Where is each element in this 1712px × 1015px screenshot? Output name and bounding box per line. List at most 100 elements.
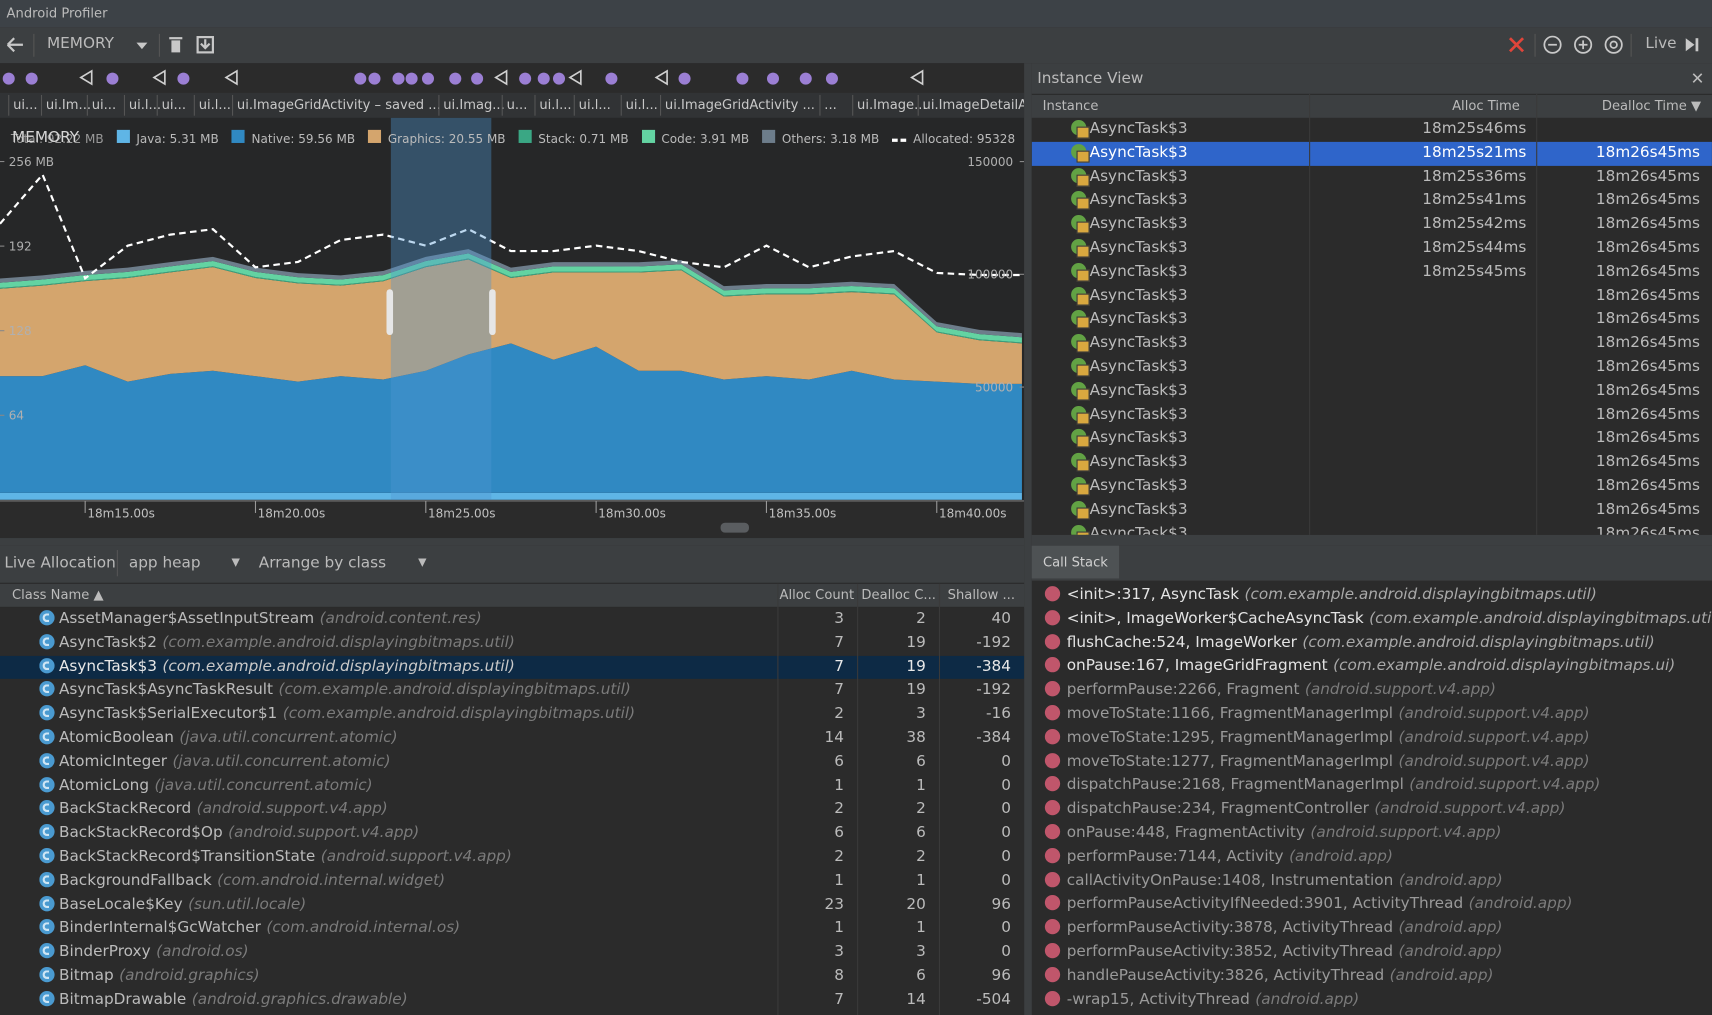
class-row[interactable]: BinderInternal$GcWatcher (com.android.int… [0, 917, 1024, 941]
column-header[interactable]: Dealloc C... [861, 587, 936, 603]
stack-frame[interactable]: performPauseActivityIfNeeded:3901, Activ… [1044, 893, 1712, 917]
go-live-button[interactable] [1685, 38, 1699, 52]
heap-dropdown[interactable]: app heap [128, 554, 201, 572]
stack-frame[interactable]: dispatchPause:234, FragmentController (an… [1044, 798, 1712, 822]
class-row[interactable]: BackStackRecord$TransitionState (android.… [0, 846, 1024, 870]
instance-name: AsyncTask$3 [1089, 357, 1188, 376]
instance-row[interactable]: AsyncTask$3 18m25s36ms 18m26s45ms [1032, 165, 1712, 189]
scrollbar-thumb[interactable] [720, 522, 749, 533]
class-row[interactable]: BackStackRecord (android.support.v4.app) 2… [0, 798, 1024, 822]
close-button[interactable]: ✕ [1690, 68, 1705, 89]
x-tick-label: 18m30.00s [598, 506, 666, 520]
event-marker [494, 69, 508, 86]
instance-row[interactable]: AsyncTask$3 18m25s41ms 18m26s45ms [1032, 189, 1712, 213]
instance-row[interactable]: AsyncTask$3 18m26s45ms [1032, 403, 1712, 427]
count-cell: 1 [916, 776, 926, 795]
back-button[interactable] [6, 37, 23, 53]
class-row[interactable]: BitmapDrawable (android.graphics.drawable… [0, 989, 1024, 1013]
instance-row[interactable]: AsyncTask$3 18m26s45ms [1032, 332, 1712, 356]
column-header[interactable]: Dealloc Time ▼ [1601, 98, 1702, 114]
splitter[interactable] [1031, 534, 1712, 546]
count-cell: 96 [991, 966, 1012, 985]
instance-name: AsyncTask$3 [1089, 167, 1188, 186]
time-cell: 18m25s36ms [1422, 167, 1527, 186]
selection-handle[interactable] [386, 289, 394, 336]
class-row[interactable]: BackStackRecord$Op (android.support.v4.ap… [0, 822, 1024, 846]
arrange-dropdown[interactable]: Arrange by class [258, 554, 387, 572]
selection-range[interactable] [390, 117, 492, 503]
class-row[interactable]: AsyncTask$2 (com.example.android.displayi… [0, 632, 1024, 656]
column-header[interactable]: Class Name ▲ [12, 587, 104, 603]
instance-row[interactable]: AsyncTask$3 18m25s21ms 18m26s45ms [1031, 141, 1712, 166]
instance-row[interactable]: AsyncTask$3 18m26s45ms [1032, 356, 1712, 380]
class-row[interactable]: AsyncTask$3 (com.example.android.displayi… [0, 655, 1025, 680]
stack-frame[interactable]: dispatchPause:2168, FragmentManagerImpl (… [1044, 774, 1712, 798]
column-header[interactable]: Alloc Time [1452, 98, 1520, 114]
class-row[interactable]: AtomicBoolean (java.util.concurrent.atomi… [0, 727, 1024, 751]
class-row[interactable]: AsyncTask$SerialExecutor$1 (com.example.a… [0, 703, 1024, 727]
live-label[interactable]: Live [1645, 34, 1677, 53]
class-row[interactable]: AssetManager$AssetInputStream (android.co… [0, 608, 1024, 632]
dropdown-arrow[interactable]: ▼ [231, 556, 240, 569]
profiler-name[interactable]: MEMORY [46, 34, 115, 53]
stack-frame[interactable]: moveToState:1277, FragmentManagerImpl (an… [1044, 750, 1712, 774]
instance-row[interactable]: AsyncTask$3 18m26s45ms [1032, 284, 1712, 308]
stack-frame[interactable]: performPause:7144, Activity (android.app) [1044, 846, 1712, 870]
stack-frame[interactable]: handlePauseActivity:3826, ActivityThread… [1044, 965, 1712, 989]
class-row[interactable]: BackgroundFallback (com.android.internal.… [0, 870, 1024, 894]
class-row[interactable]: Bitmap (android.graphics) 8 6 96 [0, 965, 1024, 989]
stack-frame[interactable]: -wrap15, ActivityThread (android.app) [1044, 988, 1712, 1012]
instance-row[interactable]: AsyncTask$3 18m25s44ms 18m26s45ms [1032, 237, 1712, 261]
class-row[interactable]: BinderProxy (android.os) 3 3 0 [0, 941, 1024, 965]
class-icon [39, 681, 55, 697]
column-header[interactable]: Instance [1042, 98, 1099, 114]
stack-frame[interactable]: performPauseActivity:3878, ActivityThrea… [1044, 917, 1712, 941]
zoom-out-button[interactable] [1543, 35, 1562, 54]
dump-heap-button[interactable] [196, 36, 214, 54]
stack-frame[interactable]: moveToState:1295, FragmentManagerImpl (an… [1044, 727, 1712, 751]
splitter[interactable] [0, 538, 1025, 546]
splitter[interactable] [1024, 63, 1032, 1015]
instance-row[interactable]: AsyncTask$3 18m25s42ms 18m26s45ms [1032, 213, 1712, 237]
instance-row[interactable]: AsyncTask$3 18m25s45ms 18m26s45ms [1032, 261, 1712, 285]
reset-zoom-button[interactable] [1604, 35, 1623, 54]
column-header[interactable]: Shallow ... [947, 587, 1016, 603]
dropdown-arrow[interactable]: ▼ [418, 556, 427, 569]
zoom-in-button[interactable] [1574, 35, 1593, 54]
column-header[interactable]: Alloc Count [779, 587, 855, 603]
instance-row[interactable]: AsyncTask$3 18m26s45ms [1032, 475, 1712, 499]
instance-row[interactable]: AsyncTask$3 18m26s45ms [1032, 380, 1712, 404]
instance-row[interactable]: AsyncTask$3 18m26s45ms [1032, 499, 1712, 523]
gc-button[interactable] [169, 37, 183, 53]
class-row[interactable]: BaseLocale$Key (sun.util.locale) 23 20 96 [0, 893, 1024, 917]
stack-frame[interactable]: onPause:167, ImageGridFragment (com.examp… [1044, 655, 1712, 679]
stack-frame[interactable]: flushCache:524, ImageWorker (com.example.… [1044, 631, 1712, 655]
instance-row[interactable]: AsyncTask$3 18m25s46ms [1032, 118, 1712, 142]
x-tick-label: 18m20.00s [258, 506, 326, 520]
instance-row[interactable]: AsyncTask$3 18m26s45ms [1032, 427, 1712, 451]
event-dot [736, 72, 749, 85]
instance-row[interactable]: AsyncTask$3 18m26s45ms [1032, 308, 1712, 332]
instance-row[interactable]: AsyncTask$3 18m26s45ms [1032, 451, 1712, 475]
class-row[interactable]: AtomicInteger (java.util.concurrent.atomi… [0, 751, 1024, 775]
class-row[interactable]: AtomicLong (java.util.concurrent.atomic) 1… [0, 774, 1024, 798]
stack-frame[interactable]: performPause:2266, Fragment (android.supp… [1044, 679, 1712, 703]
class-row[interactable]: AsyncTask$AsyncTaskResult (com.example.an… [0, 679, 1024, 703]
stack-frame[interactable]: performPauseActivity:3852, ActivityThrea… [1044, 941, 1712, 965]
stop-button[interactable] [1508, 37, 1525, 53]
selection-handle[interactable] [489, 289, 496, 336]
instance-row[interactable]: AsyncTask$3 18m26s45ms [1032, 522, 1712, 535]
stack-frame[interactable]: onPause:448, FragmentActivity (android.su… [1044, 822, 1712, 846]
stack-frame[interactable]: moveToState:1166, FragmentManagerImpl (an… [1044, 703, 1712, 727]
frame-method: dispatchPause:2168, FragmentManagerImpl [1066, 776, 1404, 794]
call-stack-tab[interactable]: Call Stack [1031, 545, 1120, 579]
stack-frame[interactable]: callActivityOnPause:1408, Instrumentatio… [1044, 869, 1712, 893]
legend-label: Others: 3.18 MB [781, 132, 880, 147]
stack-frame[interactable]: <init>, ImageWorker$CacheAsyncTask (com.e… [1044, 608, 1712, 632]
method-icon [1044, 609, 1061, 626]
count-cell: 40 [991, 610, 1012, 628]
stack-frame[interactable]: <init>:317, AsyncTask (com.example.androi… [1044, 584, 1712, 608]
time-cell: 18m26s45ms [1595, 405, 1700, 424]
profiler-dropdown[interactable] [136, 42, 148, 50]
method-icon [1044, 824, 1061, 840]
